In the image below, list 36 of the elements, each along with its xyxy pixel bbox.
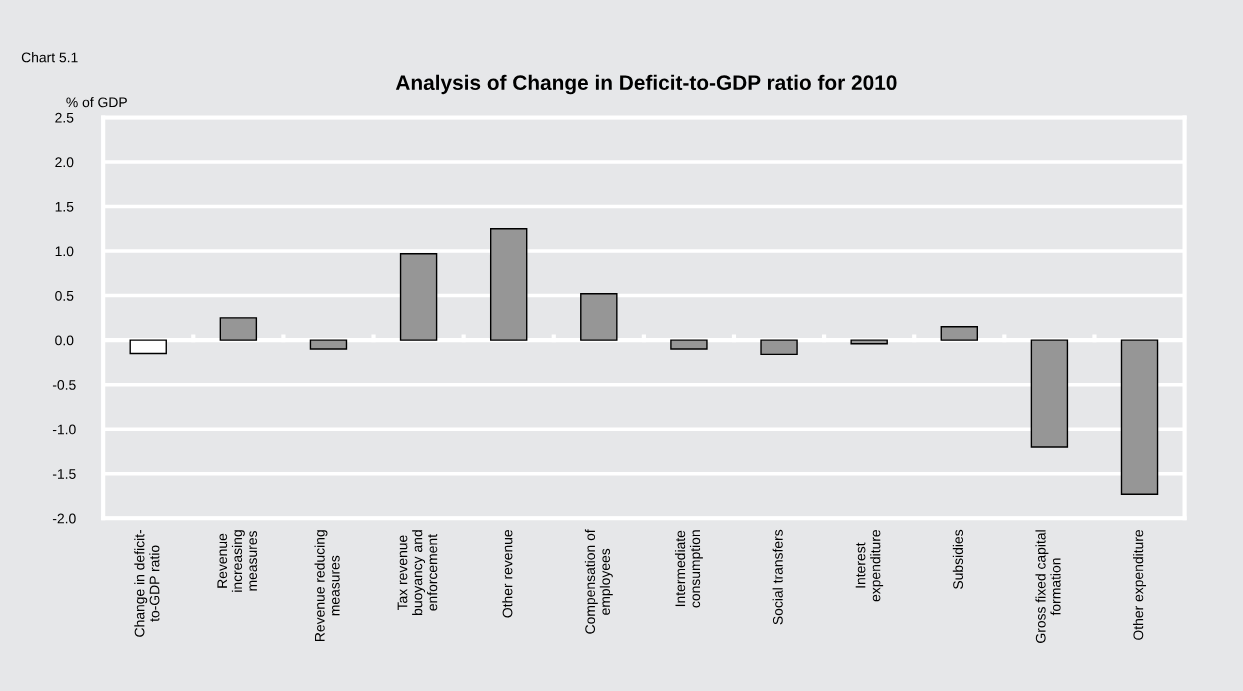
- y-tick-label: -1.5: [52, 469, 76, 479]
- y-axis-title: % of GDP: [66, 97, 127, 108]
- x-tick-label: Revenue increasing measures: [217, 530, 258, 592]
- bar: [309, 339, 348, 350]
- y-tick-label: 1.5: [55, 202, 74, 212]
- x-tick-label: Change in deficit- to-GDP ratio: [134, 529, 160, 637]
- x-tick-label: Other expenditure: [1133, 529, 1146, 640]
- y-tick-label: 0.0: [55, 335, 74, 346]
- x-tick-label: Compensation of employees: [584, 529, 613, 634]
- bar: [1030, 339, 1069, 448]
- x-tick-label: Gross fixed capital formation: [1035, 530, 1061, 643]
- y-tick-label: -2.0: [52, 513, 76, 524]
- y-tick-label: 2.5: [55, 112, 74, 123]
- caption: Chart 5.1: [21, 52, 78, 63]
- y-tick-label: 2.0: [55, 157, 74, 168]
- bar: [580, 293, 618, 341]
- x-tick-label: Other revenue: [502, 529, 513, 618]
- y-tick-label: 1.0: [55, 246, 74, 257]
- y-tick-label: -1.0: [52, 424, 76, 435]
- bar: [940, 326, 979, 341]
- x-tick-label: Subsidies: [952, 529, 964, 589]
- bar: [760, 339, 798, 356]
- x-tick-label: Tax revenue buoyancy and enforcement: [397, 530, 438, 615]
- chart-title: Analysis of Change in Deficit-to-GDP ratio for 2010: [395, 74, 897, 95]
- bar: [1120, 339, 1159, 495]
- bar: [850, 339, 888, 345]
- x-tick-label: Intermediate consumption: [674, 530, 703, 608]
- bar: [670, 339, 708, 350]
- y-tick-label: 0.5: [55, 290, 74, 301]
- x-tick-label: Interest expenditure: [855, 529, 884, 602]
- y-tick-label: -0.5: [52, 379, 76, 390]
- x-tick-label: Social transfers: [772, 529, 783, 625]
- bar: [219, 317, 258, 341]
- bar: [399, 253, 438, 341]
- x-tick-label: Revenue reducing measures: [314, 530, 340, 641]
- bar: [489, 228, 528, 341]
